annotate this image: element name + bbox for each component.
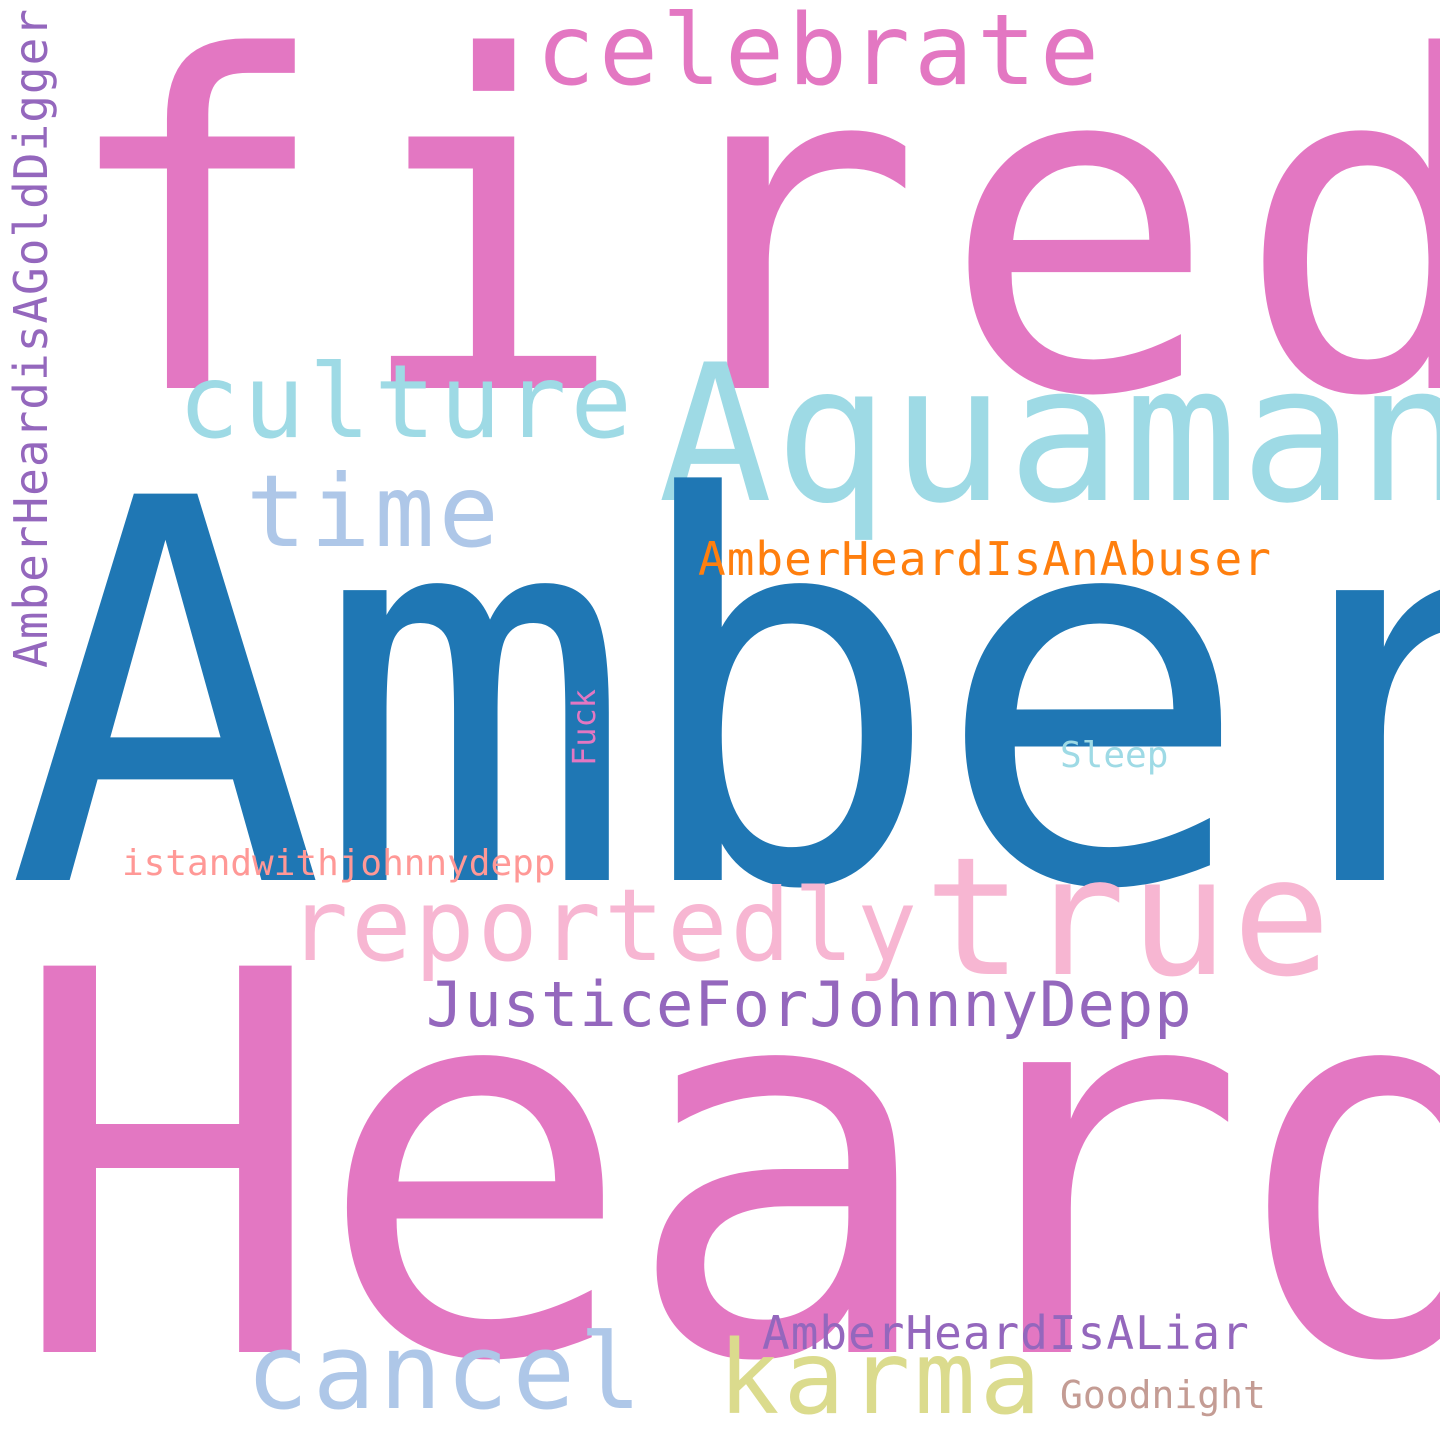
word-amber-heard-is-an-abuser: AmberHeardIsAnAbuser	[698, 532, 1272, 586]
word-goodnight: Goodnight	[1060, 1373, 1266, 1417]
word-heard: Heard	[8, 860, 1440, 1440]
word-reportedly: reportedly	[288, 867, 921, 984]
word-cancel: cancel	[246, 1311, 646, 1433]
word-istandwithjohnnydepp: istandwithjohnnydepp	[122, 843, 556, 884]
word-amber-heard-is-a-gold-digger: AmberHeardisAGoldDigger	[4, 8, 58, 668]
word-time: time	[246, 453, 503, 570]
word-fired: fired	[56, 0, 1440, 497]
word-culture: culture	[178, 343, 636, 462]
word-justice-for-johnny-depp: JusticeForJohnnyDepp	[426, 968, 1193, 1041]
word-karma: karma	[718, 1319, 1046, 1438]
word-amber-heard-is-a-liar: AmberHeardIsALiar	[762, 1306, 1250, 1360]
word-fuck: Fuck	[565, 688, 603, 766]
word-celebrate: celebrate	[536, 0, 1104, 108]
word-aquaman: Aquaman	[658, 324, 1440, 545]
word-sleep: Sleep	[1060, 735, 1169, 776]
word-true: true	[924, 822, 1335, 1013]
word-amber: Amber	[6, 388, 1440, 1005]
